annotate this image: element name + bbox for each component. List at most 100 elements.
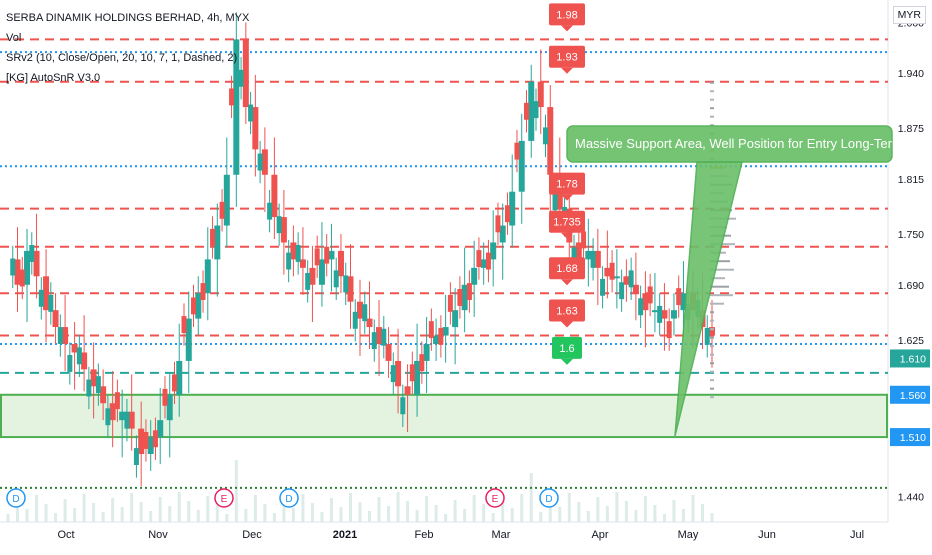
candle-body[interactable] <box>48 294 54 312</box>
event-marker[interactable] <box>279 488 299 508</box>
candle-body[interactable] <box>504 205 510 223</box>
candle-body[interactable] <box>395 360 402 387</box>
candle-body[interactable] <box>619 282 625 300</box>
candle-body[interactable] <box>152 430 158 448</box>
volume-indicator-label[interactable]: Vol <box>6 32 22 44</box>
event-marker[interactable] <box>214 488 234 508</box>
candle-body[interactable] <box>347 276 354 302</box>
candle-body[interactable] <box>666 321 672 339</box>
zone-price-badge[interactable] <box>890 428 930 447</box>
candle-body[interactable] <box>52 310 59 328</box>
candle-body[interactable] <box>604 267 611 277</box>
candle-body[interactable] <box>533 101 539 119</box>
candle-body[interactable] <box>171 374 177 392</box>
candle-body[interactable] <box>514 142 520 160</box>
candle-body[interactable] <box>19 269 25 287</box>
candle-body[interactable] <box>343 275 349 293</box>
candle-body[interactable] <box>100 386 107 404</box>
candle-body[interactable] <box>10 258 16 276</box>
candle-body[interactable] <box>575 242 582 260</box>
candle-body[interactable] <box>642 293 649 311</box>
candle-body[interactable] <box>547 107 554 175</box>
candle-body[interactable] <box>628 270 634 288</box>
candle-body[interactable] <box>390 365 396 383</box>
candle-body[interactable] <box>143 432 149 449</box>
candle-body[interactable] <box>133 448 139 465</box>
candle-body[interactable] <box>181 316 187 333</box>
candle-body[interactable] <box>138 428 145 454</box>
candle-body[interactable] <box>623 276 630 285</box>
candle-body[interactable] <box>318 259 325 285</box>
candle-body[interactable] <box>276 216 282 234</box>
candle-body[interactable] <box>571 247 577 265</box>
candle-body[interactable] <box>305 272 311 290</box>
candle-body[interactable] <box>457 289 463 306</box>
resistance-label-box[interactable] <box>549 172 585 195</box>
candle-body[interactable] <box>476 250 482 267</box>
candle-body[interactable] <box>480 259 487 268</box>
candle-body[interactable] <box>423 344 430 361</box>
candle-body[interactable] <box>261 149 268 175</box>
candle-body[interactable] <box>24 250 31 285</box>
candle-body[interactable] <box>594 250 601 268</box>
candle-body[interactable] <box>271 174 278 218</box>
candle-body[interactable] <box>552 193 558 211</box>
candle-body[interactable] <box>229 88 235 106</box>
symbol-title[interactable]: SERBA DINAMIK HOLDINGS BERHAD, 4h, MYX <box>6 12 250 24</box>
annotation-callout[interactable] <box>566 125 893 163</box>
candle-body[interactable] <box>314 248 320 266</box>
candle-body[interactable] <box>376 327 383 344</box>
candle-body[interactable] <box>328 250 335 260</box>
candle-body[interactable] <box>366 318 373 328</box>
candle-body[interactable] <box>518 140 525 192</box>
candle-body[interactable] <box>200 283 206 300</box>
candle-body[interactable] <box>704 327 710 345</box>
resistance-label-box[interactable] <box>549 45 585 68</box>
candle-body[interactable] <box>352 311 358 329</box>
candle-body[interactable] <box>299 259 306 268</box>
candle-body[interactable] <box>442 327 449 336</box>
candle-body[interactable] <box>400 397 406 415</box>
autosnr-indicator-label[interactable]: [KG] AutoSnR V3.0 <box>6 72 101 84</box>
candle-body[interactable] <box>128 411 135 429</box>
candle-body[interactable] <box>295 245 301 262</box>
candle-body[interactable] <box>95 376 101 394</box>
candle-body[interactable] <box>43 276 50 311</box>
candle-body[interactable] <box>414 360 421 395</box>
candle-body[interactable] <box>433 335 440 344</box>
candle-body[interactable] <box>14 259 21 285</box>
candle-body[interactable] <box>67 355 73 372</box>
candle-body[interactable] <box>280 217 287 243</box>
candle-body[interactable] <box>57 327 63 344</box>
candle-body[interactable] <box>581 231 587 249</box>
last-price-badge[interactable] <box>890 349 930 368</box>
candle-body[interactable] <box>105 408 111 426</box>
candle-body[interactable] <box>71 344 78 353</box>
candle-body[interactable] <box>670 310 677 319</box>
candle-body[interactable] <box>537 81 544 108</box>
candle-body[interactable] <box>466 283 472 300</box>
zone-price-badge[interactable] <box>890 385 930 404</box>
currency-button[interactable]: MYR <box>892 6 926 24</box>
candle-body[interactable] <box>461 284 468 311</box>
event-marker[interactable] <box>539 488 559 508</box>
candle-body[interactable] <box>651 310 658 313</box>
candle-body[interactable] <box>600 278 606 296</box>
candle-body[interactable] <box>33 250 40 277</box>
candle-body[interactable] <box>62 327 69 344</box>
candle-body[interactable] <box>471 267 478 285</box>
resistance-label-box[interactable] <box>549 3 585 26</box>
candle-body[interactable] <box>162 388 168 406</box>
candle-body[interactable] <box>590 250 596 268</box>
candle-body[interactable] <box>381 328 387 346</box>
candle-body[interactable] <box>680 293 687 311</box>
candle-body[interactable] <box>428 321 434 339</box>
candle-body[interactable] <box>324 246 330 264</box>
candle-body[interactable] <box>290 242 297 260</box>
candle-body[interactable] <box>29 245 35 262</box>
candle-body[interactable] <box>709 327 715 336</box>
candle-body[interactable] <box>495 215 501 233</box>
candle-body[interactable] <box>309 267 316 285</box>
